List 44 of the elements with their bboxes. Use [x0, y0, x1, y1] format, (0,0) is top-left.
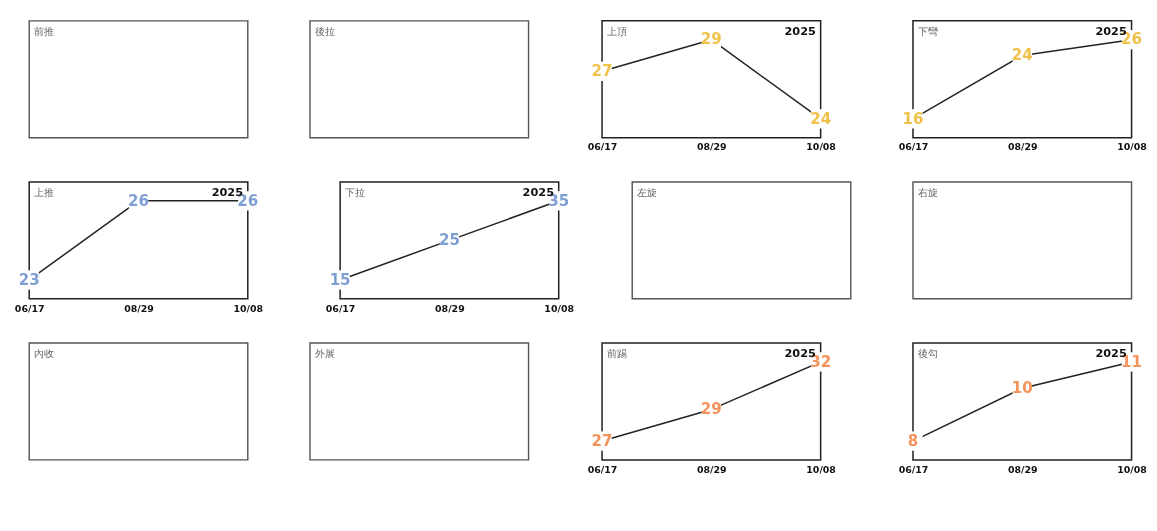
chart-title: 下彎: [917, 24, 938, 37]
x-tick-label: 10/08: [806, 463, 836, 475]
data-label: 24: [810, 109, 832, 128]
x-tick-label: 10/08: [1117, 141, 1147, 153]
text: 外展: [314, 347, 335, 360]
x-tick-label: 06/17: [898, 141, 929, 153]
text: 2025: [784, 24, 817, 38]
chart-title: 後勾: [917, 347, 938, 360]
data-label: 8: [907, 431, 919, 450]
x-tick-label: 08/29: [1007, 463, 1038, 475]
text: 左旋: [636, 186, 657, 199]
text: 前推: [33, 24, 54, 37]
data-label: 25: [438, 231, 460, 250]
x-tick-label: 10/08: [806, 141, 836, 153]
data-label: 16: [902, 109, 924, 128]
data-label: 29: [700, 400, 722, 419]
x-tick-label: 06/17: [325, 302, 356, 314]
x-tick-label: 08/29: [697, 141, 727, 153]
data-label: 15: [329, 270, 351, 289]
x-tick-label: 06/17: [587, 141, 618, 153]
x-tick-label: 08/29: [435, 302, 465, 314]
data-label: 27: [591, 62, 613, 81]
text: 右旋: [917, 186, 938, 199]
x-tick-label: 06/17: [14, 302, 45, 314]
data-label: 26: [128, 191, 149, 210]
x-tick-label: 08/29: [124, 302, 154, 314]
x-tick-label: 06/17: [898, 463, 929, 475]
x-tick-label: 06/17: [587, 463, 618, 475]
text: 內收: [33, 347, 54, 360]
x-tick-label: 10/08: [544, 302, 574, 314]
data-label: 29: [700, 30, 722, 49]
data-label: 27: [591, 431, 613, 450]
data-label: 23: [18, 270, 40, 289]
x-tick-label: 08/29: [697, 463, 727, 475]
chart-title: 上頂: [606, 24, 627, 37]
text: 後拉: [314, 24, 335, 37]
x-tick-label: 10/08: [233, 302, 264, 314]
x-tick-label: 08/29: [1007, 141, 1038, 153]
chart-title: 前踢: [606, 347, 627, 360]
data-label: 24: [1011, 46, 1033, 65]
data-label: 10: [1011, 379, 1033, 398]
x-tick-label: 10/08: [1117, 463, 1147, 475]
chart-title: 下拉: [344, 186, 365, 199]
chart-title: 上推: [33, 186, 54, 199]
